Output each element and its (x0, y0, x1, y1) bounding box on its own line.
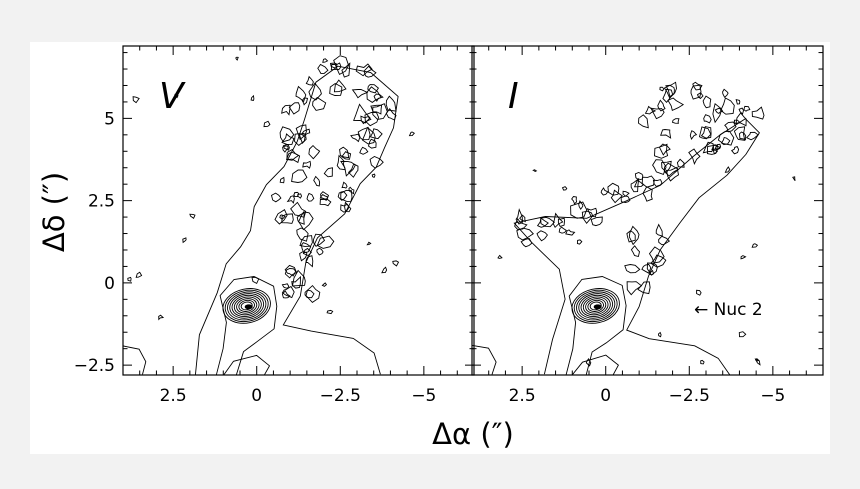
x-tick-label: 2.5 (509, 386, 536, 406)
x-tick-label: −2.5 (669, 386, 710, 406)
contour-figure: V I −2.5 0 2.5 5 2.5 0 −2.5 −5 2.5 0 −2.5 −5 Δδ (″… (37, 45, 824, 451)
x-tick-label: −2.5 (320, 386, 361, 406)
contour-lines-i (472, 81, 796, 375)
y-tick-label: −2.5 (74, 356, 115, 376)
x-tick-label: 0 (600, 386, 611, 406)
y-tick-label: 0 (104, 274, 115, 294)
panel-frame-v (122, 45, 475, 376)
x-tick-label: 0 (251, 386, 262, 406)
panel-label-i: I (508, 76, 519, 117)
panel-v: V (122, 45, 475, 376)
panel-i: I (471, 45, 824, 376)
ticks-v (122, 46, 474, 375)
ticks-i (471, 46, 823, 375)
contour-lines-v (123, 55, 416, 375)
x-tick-label: −5 (760, 386, 785, 406)
y-tick-labels: −2.5 0 2.5 5 (74, 109, 115, 376)
figure: V I −2.5 0 2.5 5 2.5 0 −2.5 −5 2.5 0 −2.5 −5 Δδ (″… (30, 42, 830, 454)
x-tick-label: −5 (411, 386, 436, 406)
panel-label-v: V (159, 76, 186, 117)
y-axis-title: Δδ (″) (37, 172, 71, 252)
x-tick-labels: 2.5 0 −2.5 −5 2.5 0 −2.5 −5 (160, 386, 786, 406)
x-tick-label: 2.5 (160, 386, 187, 406)
y-tick-label: 5 (104, 109, 115, 129)
panel-frame-i (471, 45, 824, 376)
y-tick-label: 2.5 (88, 192, 115, 212)
x-axis-title: Δα (″) (432, 417, 514, 451)
nuc2-annotation: ← Nuc 2 (694, 300, 763, 320)
